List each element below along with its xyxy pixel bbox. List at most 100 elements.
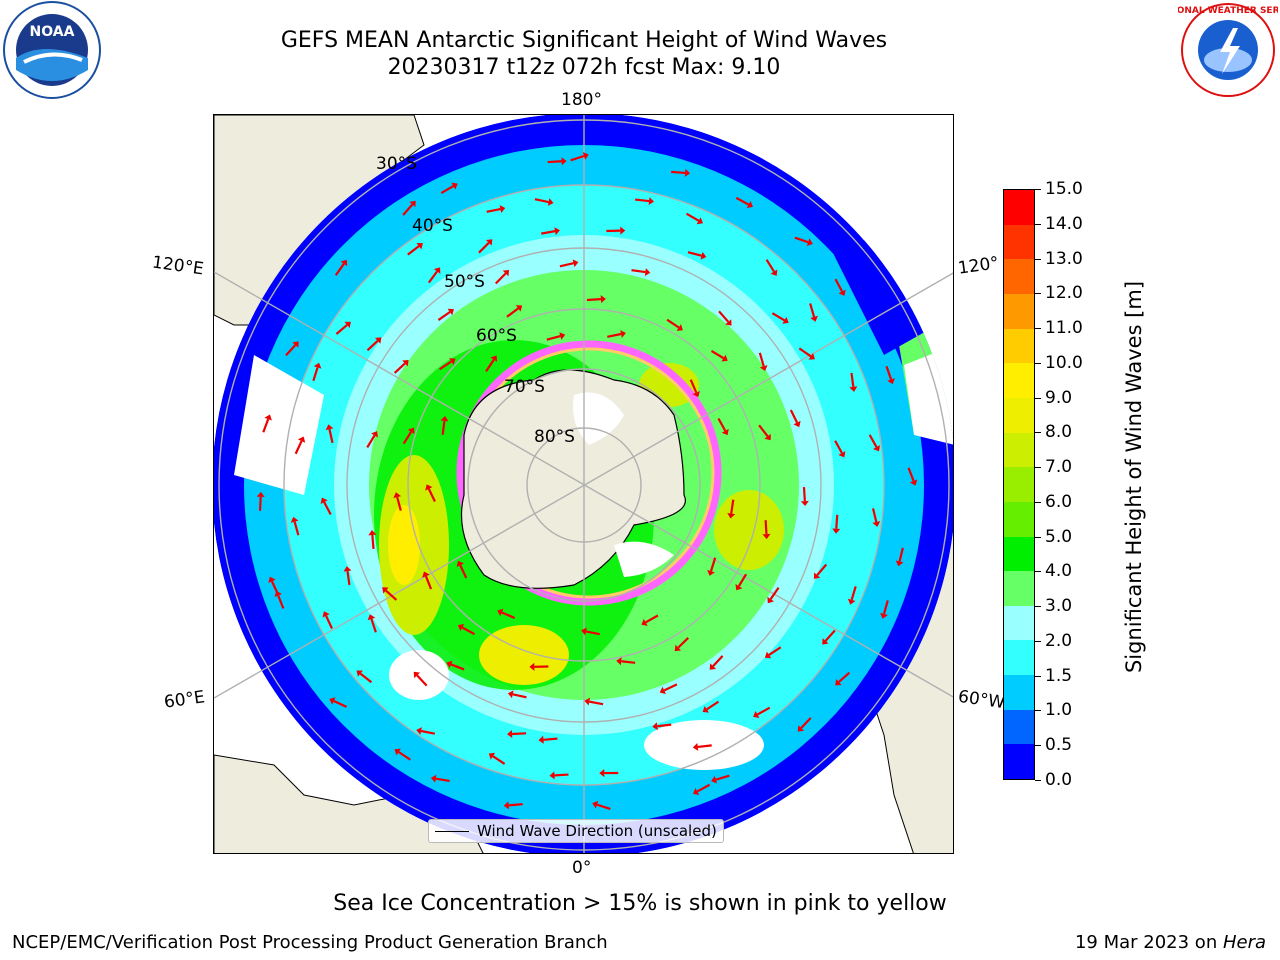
wave-direction-arrow — [559, 262, 574, 268]
wave-direction-arrowhead — [616, 657, 622, 666]
wave-direction-arrow — [764, 520, 768, 535]
noaa-logo-text: NOAA — [30, 24, 75, 40]
lat-label-30s: 30°S — [376, 154, 417, 174]
colorbar-tick-label: 4.0 — [1045, 561, 1073, 582]
wave-direction-arrowhead — [538, 735, 544, 744]
wave-direction-arrow — [809, 303, 816, 318]
colorbar-segment — [1004, 397, 1034, 433]
wave-direction-arrowhead — [582, 152, 589, 160]
wave-direction-arrowhead — [806, 238, 813, 246]
wave-direction-arrowhead — [813, 572, 821, 579]
colorbar-tick-mark — [1035, 467, 1041, 469]
colorbar-tick-mark — [1035, 675, 1041, 677]
wave-direction-arrowhead — [264, 414, 272, 421]
colorbar-tick-mark — [1035, 640, 1041, 642]
wave-direction-arrow — [543, 737, 558, 741]
wave-direction-arrowhead — [572, 259, 579, 268]
wave-direction-arrow — [546, 335, 561, 341]
wave-direction-arrowhead — [422, 571, 430, 578]
wave-direction-arrowhead — [684, 168, 691, 177]
wave-direction-arrow — [334, 263, 345, 276]
colorbar-tick-mark — [1035, 606, 1041, 608]
colorbar-tick-mark — [1035, 293, 1041, 295]
colorbar-tick-label: 0.0 — [1045, 770, 1073, 790]
colorbar-segment — [1004, 467, 1034, 502]
footer-credit: NCEP/EMC/Verification Post Processing Pr… — [12, 932, 608, 953]
wave-direction-arrow — [439, 360, 452, 371]
wave-direction-arrow — [771, 312, 785, 322]
wave-direction-arrowhead — [659, 686, 666, 694]
wave-direction-arrowhead — [746, 201, 753, 209]
wave-direction-arrow — [427, 270, 439, 284]
colorbar-tick-label: 1.0 — [1045, 700, 1073, 721]
sea-ice-caption: Sea Ice Concentration > 15% is shown in … — [333, 891, 947, 916]
wave-direction-arrow — [769, 586, 780, 600]
wave-direction-arrow — [621, 660, 636, 664]
wave-direction-arrow — [554, 773, 569, 777]
colorbar-segment — [1004, 640, 1034, 676]
wave-direction-arrow — [427, 488, 436, 502]
wave-direction-arrowhead — [313, 362, 322, 369]
wave-direction-arrowhead — [402, 360, 409, 367]
colorbar-tick-mark — [1035, 362, 1041, 364]
colorbar-tick-mark — [1035, 710, 1041, 712]
wave-direction-arrow — [657, 723, 672, 728]
wave-direction-arrowhead — [416, 727, 422, 735]
wave-direction-arrowhead — [764, 651, 772, 659]
wave-direction-arrow — [312, 367, 319, 382]
wave-direction-arrow — [586, 298, 601, 302]
wave-direction-arrowhead — [343, 566, 352, 572]
wave-direction-arrow — [710, 349, 725, 360]
wave-direction-arrow — [461, 626, 476, 636]
wave-direction-arrow — [666, 318, 680, 329]
wave-direction-arrowhead — [374, 337, 382, 344]
colorbar-tick-label: 0.5 — [1045, 735, 1073, 756]
wave-direction-arrow — [437, 311, 451, 321]
wave-direction-arrowhead — [554, 227, 560, 236]
wave-direction-arrowhead — [762, 533, 771, 540]
wave-direction-arrow — [328, 428, 334, 444]
wave-direction-arrow — [270, 580, 279, 595]
lat-label-70s: 70°S — [504, 377, 545, 397]
lon-label-120w: 120° — [956, 253, 1001, 279]
map-frame: 30°S 40°S 50°S 60°S 70°S 80°S Wind Wave … — [213, 114, 954, 854]
wave-direction-arrow — [717, 417, 727, 432]
wave-direction-arrow — [402, 431, 413, 445]
legend-line-icon — [435, 830, 469, 832]
wave-direction-arrowhead — [490, 355, 498, 362]
colorbar-tick-label: 7.0 — [1045, 457, 1073, 478]
wave-direction-arrow — [765, 259, 775, 273]
wave-direction-arrowhead — [782, 316, 789, 324]
wave-direction-arrow — [335, 324, 348, 335]
wave-direction-arrow — [450, 663, 465, 671]
wave-direction-arrowhead — [447, 308, 454, 316]
colorbar-segment — [1004, 328, 1034, 364]
nws-logo: NATIONAL WEATHER SERVICE — [1153, 0, 1280, 100]
wave-direction-arrow — [494, 272, 507, 285]
wave-direction-arrowhead — [561, 157, 567, 166]
lon-label-60e: 60°E — [162, 687, 207, 713]
wave-direction-arrow — [478, 242, 490, 254]
colorbar-tick-label: 2.0 — [1045, 630, 1073, 651]
colorbar-tick-mark — [1035, 501, 1041, 503]
colorbar-tick-label: 13.0 — [1045, 248, 1083, 269]
wave-direction-arrowhead — [507, 729, 513, 738]
colorbar-label: Significant Height of Wind Waves [m] — [1122, 280, 1146, 674]
wave-direction-arrowhead — [356, 670, 363, 677]
wave-direction-arrowhead — [416, 242, 423, 250]
wave-direction-arrow — [366, 340, 379, 352]
wave-direction-arrowhead — [702, 705, 710, 713]
wave-direction-arrow — [585, 630, 600, 636]
wave-direction-arrow — [800, 717, 812, 729]
wave-direction-arrow — [712, 655, 724, 667]
wave-direction-arrowhead — [297, 436, 306, 443]
wave-direction-arrowhead — [721, 428, 729, 436]
graticule — [214, 115, 953, 853]
wave-direction-arrowhead — [652, 722, 658, 731]
wave-direction-arrow — [325, 615, 333, 629]
wave-direction-arrowhead — [800, 500, 809, 507]
colorbar — [1003, 189, 1035, 780]
wave-direction-arrow — [631, 269, 646, 274]
wave-direction-arrow — [508, 803, 523, 807]
wave-direction-arrow — [697, 744, 712, 749]
